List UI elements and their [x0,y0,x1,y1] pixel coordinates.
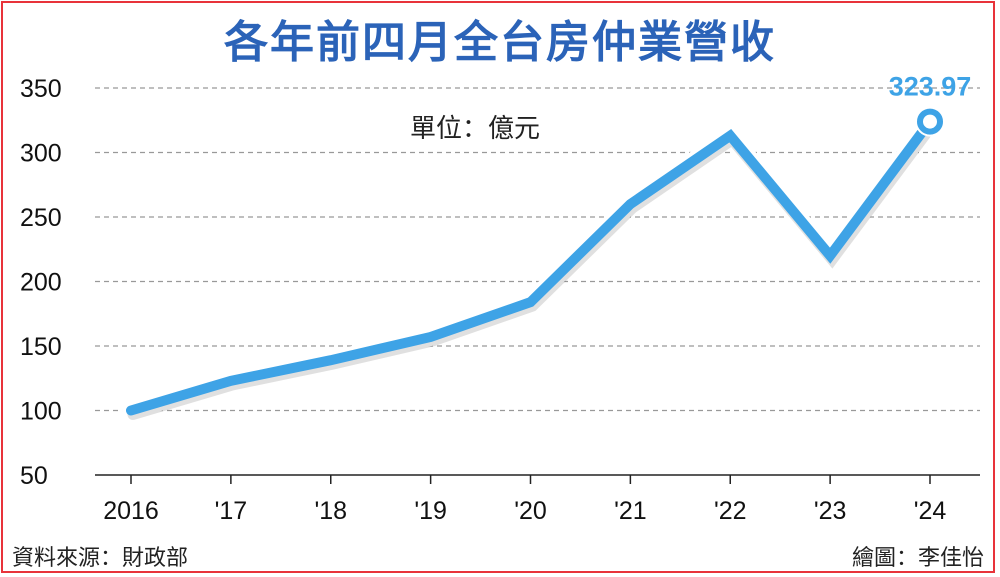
x-tick-label: '18 [314,497,347,525]
data-label: 323.97 [889,72,972,102]
y-tick-label: 150 [20,333,62,361]
highlight-marker [917,108,943,135]
y-tick-label: 300 [20,140,62,168]
series-line-outline [122,112,939,420]
y-tick-label: 250 [20,204,62,232]
y-tick-label: 50 [20,462,48,490]
x-tick-label: '19 [414,497,447,525]
unit-label: 單位：億元 [410,114,541,144]
x-tick-label: 2016 [103,497,159,525]
x-tick-label: '21 [614,497,647,525]
x-tick-label: '23 [814,497,847,525]
x-tick-label: '17 [215,497,248,525]
x-tick-label: '24 [914,497,947,525]
x-tick-label: '22 [714,497,747,525]
series-line [126,116,935,416]
y-tick-label: 350 [20,75,62,103]
chart-title: 各年前四月全台房仲業營收 [224,17,776,68]
source-note: 資料來源：財政部 [12,546,189,571]
credit-note: 繪圖：李佳怡 [851,546,984,571]
y-tick-label: 100 [20,398,62,426]
x-tick-label: '20 [514,497,547,525]
y-tick-label: 200 [20,269,62,297]
